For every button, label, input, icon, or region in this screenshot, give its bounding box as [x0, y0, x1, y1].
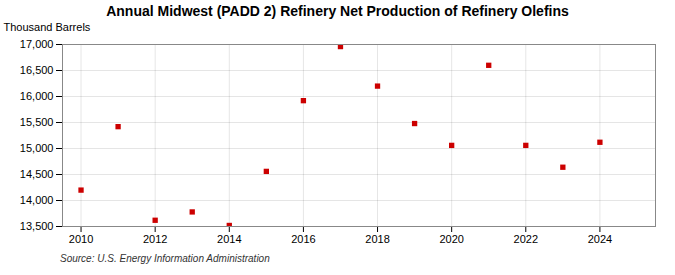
svg-text:16,500: 16,500 — [20, 64, 54, 76]
svg-text:17,000: 17,000 — [20, 38, 54, 50]
svg-text:2012: 2012 — [143, 233, 167, 245]
svg-text:2024: 2024 — [588, 233, 612, 245]
svg-text:2020: 2020 — [439, 233, 463, 245]
svg-text:2016: 2016 — [291, 233, 315, 245]
svg-text:15,000: 15,000 — [20, 142, 54, 154]
svg-text:Thousand Barrels: Thousand Barrels — [4, 21, 91, 33]
svg-text:2010: 2010 — [69, 233, 93, 245]
svg-text:2014: 2014 — [217, 233, 241, 245]
svg-text:16,000: 16,000 — [20, 90, 54, 102]
svg-text:14,000: 14,000 — [20, 194, 54, 206]
svg-text:13,500: 13,500 — [20, 220, 54, 232]
svg-text:14,500: 14,500 — [20, 168, 54, 180]
html-text:Source: U.S. Energy Informatio: Source: U.S. Energy Information Administ… — [60, 253, 270, 264]
svg-text:2022: 2022 — [514, 233, 538, 245]
html-text:Annual Midwest (PADD 2) Refine: Annual Midwest (PADD 2) Refinery Net Pro… — [106, 3, 569, 19]
svg-text:2018: 2018 — [365, 233, 389, 245]
svg-text:15,500: 15,500 — [20, 116, 54, 128]
